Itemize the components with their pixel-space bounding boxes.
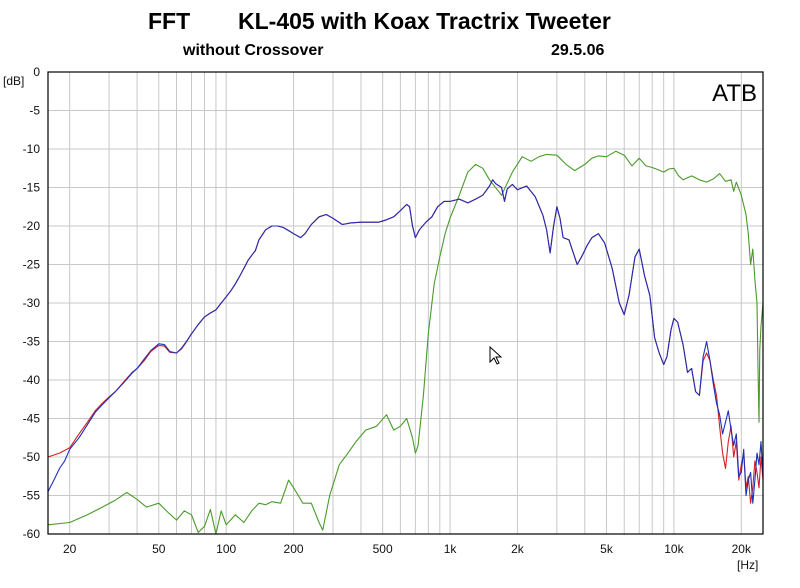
y-tick-label: -20 xyxy=(23,219,41,233)
x-tick-label: 10k xyxy=(664,542,684,556)
tick-labels: 0 -5 -10 -15 -20 -25 -30 -35 -40 -45 -50 -55 -60 20 50… xyxy=(23,65,752,556)
subtitle-left-text: without Crossover xyxy=(183,42,324,59)
x-tick-label: 100 xyxy=(216,542,236,556)
x-tick-label: 2k xyxy=(511,542,525,556)
title-left-text: FFT xyxy=(148,8,191,34)
y-tick-label: -60 xyxy=(23,527,41,541)
y-tick-label: 0 xyxy=(33,65,40,79)
mouse-cursor-icon xyxy=(489,345,503,365)
x-tick-label: 20 xyxy=(63,542,77,556)
y-tick-label: -15 xyxy=(23,181,41,195)
plot-area-frame xyxy=(47,71,764,535)
y-tick-label: -40 xyxy=(23,373,41,387)
y-tick-label: -25 xyxy=(23,258,41,272)
grid-lines xyxy=(48,71,763,535)
x-tick-label: 500 xyxy=(373,542,393,556)
y-tick-label: -5 xyxy=(29,104,40,118)
y-tick-label: -55 xyxy=(23,489,41,503)
y-tick-label: -30 xyxy=(23,296,41,310)
series-line-1 xyxy=(47,150,764,535)
subtitle-date-text: 29.5.06 xyxy=(551,42,605,59)
y-tick-label: -50 xyxy=(23,450,41,464)
brand-watermark: ATB xyxy=(712,80,757,107)
x-tick-label: 200 xyxy=(284,542,304,556)
x-tick-label: 5k xyxy=(600,542,614,556)
series-lines xyxy=(47,150,764,535)
title-right-text: KL-405 with Koax Tractrix Tweeter xyxy=(238,8,611,34)
y-tick-label: -35 xyxy=(23,335,41,349)
series-line-3 xyxy=(47,179,764,504)
y-tick-label: -10 xyxy=(23,142,41,156)
y-tick-label: -45 xyxy=(23,412,41,426)
chart-title: FFT KL-405 with Koax Tractrix Tweeter xyxy=(0,8,800,38)
y-axis-unit-label: [dB] xyxy=(3,74,24,88)
x-tick-label: 1k xyxy=(444,542,458,556)
x-tick-label: 20k xyxy=(732,542,752,556)
chart-subtitle: without Crossover 29.5.06 xyxy=(0,42,800,62)
x-axis-unit-label: [Hz] xyxy=(737,558,758,572)
x-tick-label: 50 xyxy=(152,542,166,556)
